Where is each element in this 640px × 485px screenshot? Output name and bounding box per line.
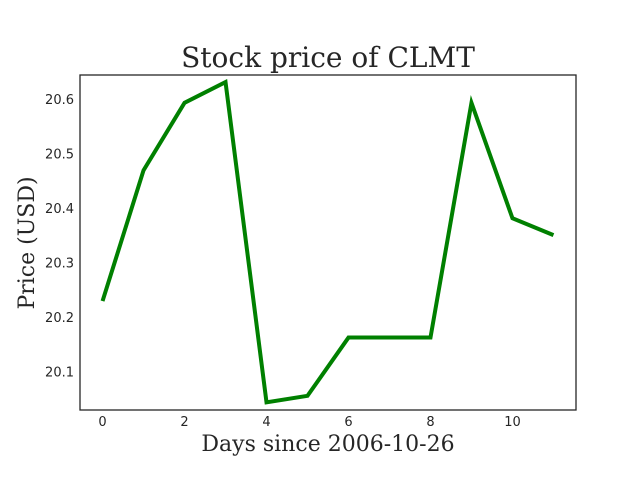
y-tick-label: 20.4 (45, 202, 74, 217)
y-tick-label: 20.2 (45, 311, 74, 326)
x-axis-ticks: 0 2 4 6 8 10 (98, 415, 520, 430)
price-series-line (103, 82, 554, 402)
series-layer (103, 82, 554, 402)
y-tick-label: 20.6 (45, 93, 74, 108)
y-axis-label: Price (USD) (15, 176, 40, 309)
x-tick-label: 0 (98, 415, 106, 430)
x-tick-label: 6 (344, 415, 352, 430)
chart-title: Stock price of CLMT (181, 41, 475, 74)
x-tick-label: 8 (426, 415, 434, 430)
y-axis-ticks: 20.1 20.2 20.3 20.4 20.5 20.6 (45, 93, 74, 380)
x-tick-label: 2 (180, 415, 188, 430)
y-tick-label: 20.5 (45, 147, 74, 162)
plot-area-frame (80, 75, 576, 410)
y-tick-label: 20.3 (45, 256, 74, 271)
x-axis-label: Days since 2006-10-26 (201, 432, 454, 457)
x-tick-label: 10 (504, 415, 521, 430)
y-tick-label: 20.1 (45, 365, 74, 380)
x-tick-label: 4 (262, 415, 270, 430)
